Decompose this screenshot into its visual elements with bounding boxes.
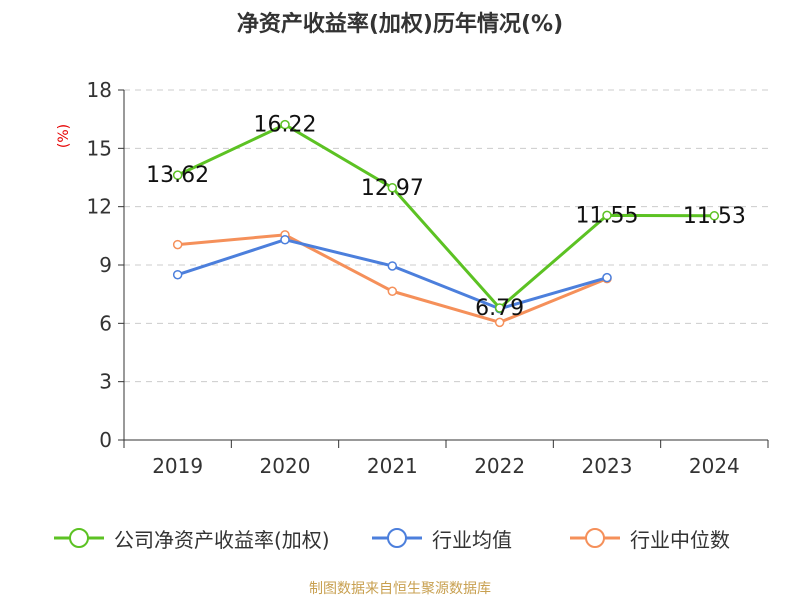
data-label: 11.55 <box>576 203 639 228</box>
legend-label: 公司净资产收益率(加权) <box>114 527 330 552</box>
y-tick-label: 0 <box>99 428 112 452</box>
data-point <box>494 317 505 328</box>
data-label: 13.62 <box>146 163 209 188</box>
series-line <box>177 233 608 324</box>
legend-item[interactable]: 行业中位数 <box>568 520 730 556</box>
data-point <box>280 234 290 245</box>
data-point <box>387 286 398 296</box>
x-tick-label: 2019 <box>152 454 203 478</box>
data-point <box>709 211 720 221</box>
legend-marker-icon <box>54 528 104 548</box>
legend-label: 行业中位数 <box>630 527 730 552</box>
grid-layer <box>124 89 768 383</box>
y-tick-label: 9 <box>99 253 112 277</box>
data-label: 6.79 <box>475 296 524 321</box>
x-tick-label: 2021 <box>367 454 418 478</box>
y-tick-label: 15 <box>87 136 112 160</box>
y-tick-label: 6 <box>99 311 112 335</box>
series-layer <box>172 119 720 328</box>
chart-title: 净资产收益率(加权)历年情况(%) <box>236 12 564 37</box>
legend-item[interactable]: 行业均值 <box>370 520 512 556</box>
data-label-layer: 13.62 16.22 12.97 6.79 11.55 11.53 <box>146 113 746 321</box>
legend-marker-icon <box>570 528 620 548</box>
axis-layer: 0 3 6 9 12 15 18 2019 2020 2021 2022 2023 2024 <box>87 78 769 478</box>
legend-marker-icon <box>372 528 422 548</box>
y-tick-label: 18 <box>87 78 112 102</box>
data-label: 12.97 <box>361 176 424 201</box>
x-tick-label: 2022 <box>474 454 525 478</box>
legend: 公司净资产收益率(加权) 行业均值 行业中位数 <box>0 520 800 556</box>
data-point <box>387 261 398 271</box>
x-tick-label: 2020 <box>260 454 311 478</box>
data-point <box>172 239 183 250</box>
legend-label: 行业均值 <box>432 527 512 552</box>
source-note: 制图数据来自恒生聚源数据库 <box>309 581 491 597</box>
series-line <box>177 238 608 311</box>
y-tick-label: 12 <box>87 195 112 219</box>
data-point <box>494 303 505 313</box>
data-point <box>172 170 183 180</box>
data-label: 11.53 <box>683 204 746 229</box>
x-tick-label: 2023 <box>582 454 633 478</box>
series-line <box>177 123 715 310</box>
x-tick-label: 2024 <box>689 454 740 478</box>
y-tick-label: 3 <box>99 370 112 394</box>
legend-item[interactable]: 公司净资产收益率(加权) <box>52 520 330 556</box>
data-point <box>602 210 612 221</box>
line-chart: 0 3 6 9 12 15 18 2019 2020 2021 2022 2023 2024 13.62… <box>87 78 769 478</box>
data-label: 16.22 <box>254 113 317 138</box>
data-point <box>280 119 290 130</box>
data-point <box>602 272 612 283</box>
data-point <box>387 183 398 193</box>
data-point <box>172 269 183 280</box>
